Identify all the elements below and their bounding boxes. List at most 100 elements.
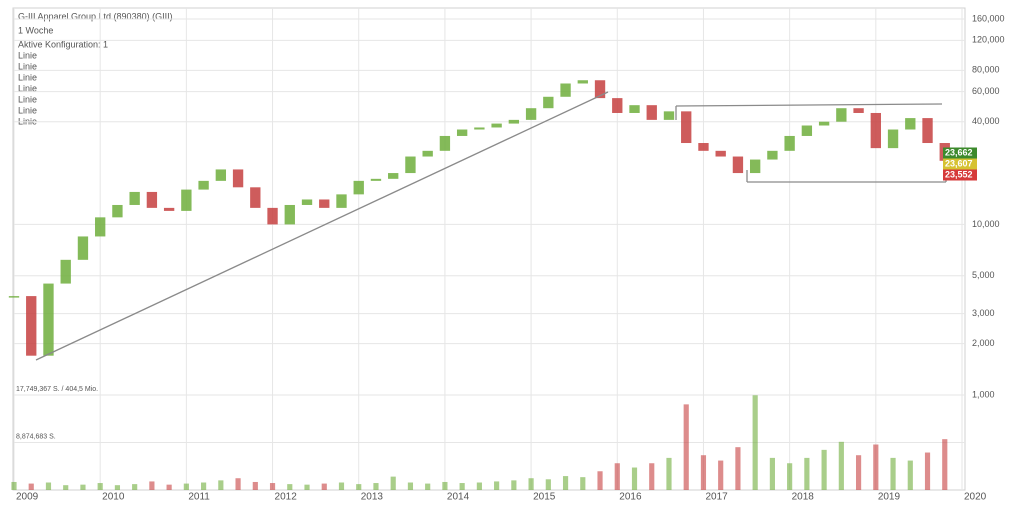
axes: 1,000 2,000 3,000 5,000 10,000 40,000 60,000 80… [16,13,1005,502]
y-tick-label: 120,000 [972,35,1005,45]
volume-bar [287,484,293,490]
volume-bar [924,452,931,490]
candle [836,108,847,122]
volume-bar [80,484,86,490]
x-tick-label: 2020 [964,492,987,503]
candle [698,143,709,151]
volume-bar [425,483,431,490]
volume-bar [149,481,155,490]
candle [129,191,140,205]
candle [319,199,330,208]
candle [732,156,744,174]
candle [43,283,54,356]
volume-bar [321,483,327,490]
candle [767,150,778,160]
volume-bar [907,460,913,490]
volume-tick-label: 8,874,683 S. [16,433,56,440]
candle [870,112,881,149]
volume-bar [752,395,758,490]
candle [250,187,261,208]
volume-tick-label: 17,749,367 S. / 404,5 Mio. [16,386,98,393]
volume-bar [942,439,948,490]
candle [681,111,692,144]
volume-bar [338,482,345,490]
trendlines [35,91,947,361]
candle [922,118,933,144]
volume-bar [235,478,241,490]
x-tick-label: 2013 [361,492,384,503]
drawing-label: Linie [18,61,37,71]
candle [181,189,192,211]
x-tick-label: 2014 [447,492,470,503]
x-tick-label: 2010 [102,492,125,503]
candle [215,169,227,181]
volume-bar [390,476,396,490]
candles [8,80,950,356]
candle [456,129,468,136]
volume-bar [666,457,672,490]
candle [474,127,485,130]
candle [405,156,416,174]
volume-bar [614,463,620,490]
volume-bar [528,478,534,490]
candle [784,135,795,151]
candle [336,194,347,208]
drawing-label: Linie [18,83,37,93]
candle [491,123,502,128]
candle [577,80,588,84]
x-tick-label: 2015 [533,492,556,503]
volume-bar [873,444,879,490]
candle [26,296,37,356]
volume-bar [114,485,121,490]
candle [232,169,244,188]
trendline [675,103,943,107]
volume-bar [821,449,827,490]
drawing-label: Linie [18,72,37,82]
candle [646,105,657,120]
candle [525,108,537,120]
price-label-box [943,158,977,170]
volume-bar [45,482,52,490]
volume-bar [183,483,189,490]
volume-bar [649,463,655,490]
candle [284,204,295,225]
chart-subtitle: 1 Woche [18,25,53,35]
volume-bar [562,476,569,490]
drawing-label: Linie [18,94,37,104]
candle [439,135,451,151]
volume-bar [218,480,224,490]
volume-bar [787,463,793,490]
price-label: 23,607 [945,158,973,168]
x-tick-label: 2011 [188,492,210,503]
x-tick-label: 2009 [16,492,39,503]
chart-title: G-III Apparel Group Ltd (890380) (GIII) [18,11,173,21]
volume-bar [269,483,276,490]
candle [422,150,433,157]
candle [715,150,726,157]
volume-bar [28,483,34,490]
volume-panel: 17,749,367 S. / 404,5 Mio. 8,874,683 S. [11,386,965,490]
candle [749,159,761,174]
trendline [35,91,609,361]
volume-bar [855,455,862,490]
candle [77,236,89,260]
volume-bar [838,441,844,490]
x-tick-label: 2012 [275,492,298,503]
candle [560,83,571,97]
volume-bar [201,482,207,490]
candle [353,180,364,195]
candle [818,121,830,126]
volume-bar [545,479,551,490]
price-label-box [943,147,977,159]
drawing-label: Linie [18,105,37,115]
config-label: Aktive Konfiguration: 1 [18,39,108,49]
volume-bar [494,481,500,490]
candle [112,204,123,218]
volume-bar [804,457,810,490]
x-tick-label: 2016 [619,492,642,503]
volume-bar [373,483,379,490]
candle [388,173,399,179]
